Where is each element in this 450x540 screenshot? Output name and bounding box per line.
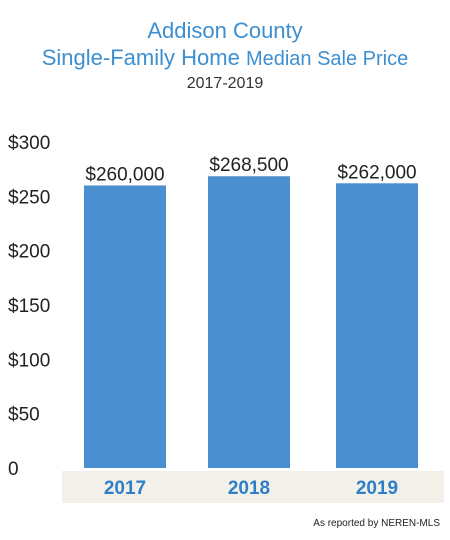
y-tick-label: $300 (8, 133, 50, 154)
chart-title-small: Median Sale Price (245, 48, 409, 70)
y-tick-label: $250 (8, 187, 50, 208)
bar-2018 (208, 176, 290, 469)
x-tick-label: 2018 (228, 478, 270, 499)
y-tick-label: $50 (8, 405, 40, 426)
data-label: $268,500 (209, 155, 288, 176)
y-tick-label: $100 (8, 350, 50, 371)
y-tick-label: 0 (8, 459, 19, 480)
y-axis-ticks: 0 $50 $100 $150 $200 $250 $300 (8, 133, 50, 480)
chart-subtitle: 2017-2019 (186, 75, 264, 92)
source-footnote: As reported by NEREN-MLS (313, 518, 440, 529)
y-tick-label: $150 (8, 296, 50, 317)
data-label: $260,000 (85, 164, 164, 185)
x-axis-ticks: 2017 2018 2019 (104, 478, 398, 499)
chart-title-line2: Single-Family Home Median Sale Price (0, 46, 450, 71)
chart-title: Addison County (147, 18, 303, 43)
y-tick-label: $200 (8, 242, 50, 263)
bars-group: $260,000 $268,500 $262,000 (84, 155, 418, 469)
x-tick-label: 2017 (104, 478, 146, 499)
data-label: $262,000 (337, 162, 416, 183)
bar-2019 (336, 183, 418, 468)
chart-title-main: Single-Family Home (41, 45, 240, 70)
bar-2017 (84, 185, 166, 468)
x-axis-band (62, 471, 444, 503)
x-tick-label: 2019 (356, 478, 398, 499)
